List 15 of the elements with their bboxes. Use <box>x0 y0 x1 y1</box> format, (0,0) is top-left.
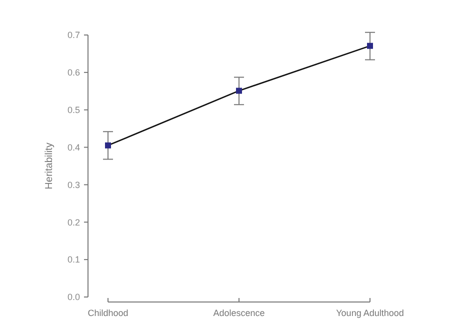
y-tick-label: 0.4 <box>67 142 80 152</box>
x-tick-label: Adolescence <box>213 308 265 318</box>
y-tick-label: 0.0 <box>67 292 80 302</box>
y-tick-label: 0.1 <box>67 254 80 265</box>
y-tick-label: 0.5 <box>67 105 80 116</box>
y-tick-label: 0.7 <box>67 30 80 40</box>
y-tick-label: 0.2 <box>67 217 80 228</box>
y-axis-title: Heritability <box>44 142 55 190</box>
point <box>105 142 111 148</box>
x-tick-label: Young Adulthood <box>336 308 404 318</box>
x-tick-label: Childhood <box>88 308 128 318</box>
y-tick-label: 0.3 <box>67 180 80 190</box>
point <box>367 42 373 49</box>
point <box>236 88 242 94</box>
y-tick-label: 0.6 <box>67 68 80 78</box>
